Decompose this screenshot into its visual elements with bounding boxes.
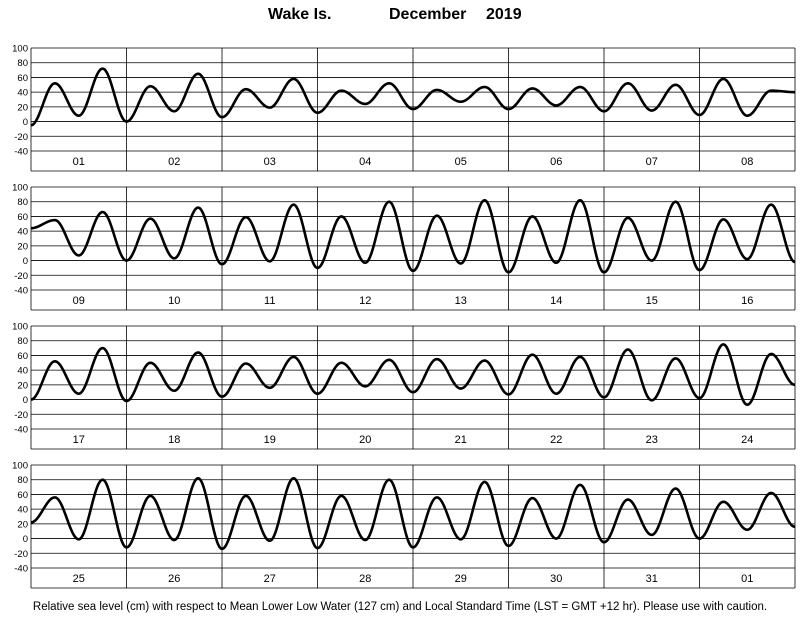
y-tick-label: 60	[17, 73, 28, 84]
day-label: 23	[646, 434, 658, 446]
y-tick-label: 60	[17, 212, 28, 223]
y-tick-label: 80	[17, 197, 28, 208]
y-tick-label: 20	[17, 519, 28, 530]
day-label: 11	[264, 295, 275, 307]
y-tick-label: 0	[23, 117, 28, 128]
y-tick-label: 20	[17, 102, 28, 113]
y-tick-label: -20	[14, 271, 28, 282]
y-tick-label: -40	[14, 425, 28, 436]
panel-2: -40 -20 0 20 40 60 80 100 09 10 11 12 13 14 15 16	[12, 183, 796, 311]
tide-series-line	[30, 476, 796, 551]
y-tick-label: 80	[17, 58, 28, 69]
y-tick-label: -40	[14, 147, 28, 158]
y-tick-label: 80	[17, 475, 28, 486]
y-tick-label: 40	[17, 505, 28, 516]
day-label: 14	[550, 295, 562, 307]
y-tick-label: -20	[14, 549, 28, 560]
day-label: 22	[550, 434, 562, 446]
day-label: 18	[168, 434, 180, 446]
day-label: 06	[550, 156, 562, 168]
tide-series-line	[30, 343, 796, 407]
y-tick-label: 0	[23, 395, 28, 406]
day-label: 21	[455, 434, 467, 446]
y-tick-label: -40	[14, 564, 28, 575]
day-label: 25	[73, 573, 85, 585]
y-tick-label: 100	[12, 183, 28, 194]
y-tick-label: 80	[17, 336, 28, 347]
y-tick-label: 40	[17, 366, 28, 377]
day-label: 10	[168, 295, 180, 307]
day-label: 03	[264, 156, 276, 168]
day-label: 07	[646, 156, 658, 168]
tide-series-line	[30, 198, 796, 274]
day-label: 29	[455, 573, 467, 585]
day-label: 20	[359, 434, 371, 446]
y-tick-label: 0	[23, 256, 28, 267]
y-tick-label: 60	[17, 490, 28, 501]
tide-series-line	[30, 67, 796, 127]
day-label: 24	[741, 434, 753, 446]
day-label: 05	[455, 156, 467, 168]
title-year: 2019	[486, 6, 522, 23]
footer-note: Relative sea level (cm) with respect to …	[32, 601, 768, 613]
y-tick-label: -20	[14, 132, 28, 143]
day-label: 12	[359, 295, 371, 307]
y-tick-label: 40	[17, 88, 28, 99]
day-label: 30	[550, 573, 562, 585]
y-tick-label: 20	[17, 241, 28, 252]
y-tick-label: 100	[12, 461, 28, 472]
day-label: 01	[73, 156, 85, 168]
day-label: 27	[264, 573, 276, 585]
day-label: 31	[646, 573, 658, 585]
day-label: 09	[73, 295, 85, 307]
day-label: 01	[741, 573, 753, 585]
day-label: 28	[359, 573, 371, 585]
y-tick-label: 60	[17, 351, 28, 362]
panel-4: -40 -20 0 20 40 60 80 100 25 26 27 28 29 30 31 01	[12, 461, 796, 589]
y-tick-label: -40	[14, 286, 28, 297]
y-tick-label: -20	[14, 410, 28, 421]
day-label: 13	[455, 295, 467, 307]
panel-1: -40 -20 0 20 40 60 80 100 01 02 03 04 05 06 07 08	[12, 44, 796, 172]
y-tick-label: 100	[12, 44, 28, 55]
day-label: 04	[359, 156, 371, 168]
panel-3: -40 -20 0 20 40 60 80 100 17 18 19 20 21 22 23 24	[12, 322, 796, 450]
title-month: December	[389, 6, 467, 23]
day-label: 15	[646, 295, 658, 307]
day-label: 16	[741, 295, 753, 307]
y-tick-label: 100	[12, 322, 28, 333]
day-label: 17	[73, 434, 85, 446]
day-label: 02	[168, 156, 180, 168]
day-label: 08	[741, 156, 753, 168]
day-label: 19	[264, 434, 276, 446]
y-tick-label: 40	[17, 227, 28, 238]
title-station: Wake Is.	[268, 6, 332, 23]
day-label: 26	[168, 573, 180, 585]
y-tick-label: 20	[17, 380, 28, 391]
y-tick-label: 0	[23, 534, 28, 545]
